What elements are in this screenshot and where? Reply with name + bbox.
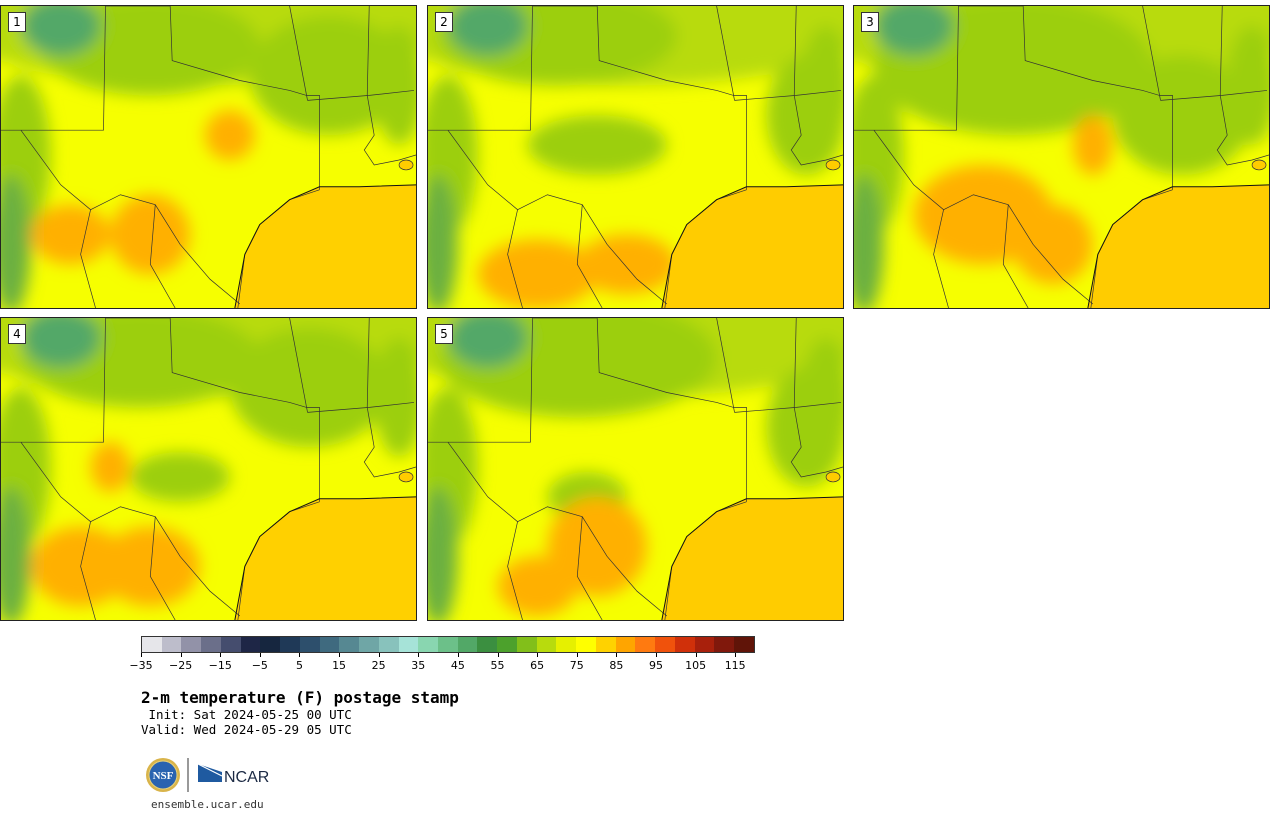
colorbar-tick xyxy=(537,653,539,657)
temperature-map xyxy=(854,6,1269,308)
colorbar-swatch xyxy=(260,637,281,652)
colorbar-swatch xyxy=(556,637,577,652)
colorbar-tick-label: 95 xyxy=(648,659,663,672)
colorbar-tick-label: 25 xyxy=(371,659,386,672)
colorbar-tick-label: 105 xyxy=(685,659,707,672)
init-time: Init: Sat 2024-05-25 00 UTC xyxy=(141,707,352,722)
colorbar-tick xyxy=(735,653,737,657)
colorbar-tick xyxy=(299,653,301,657)
colorbar-tick-label: −15 xyxy=(208,659,232,672)
colorbar-tick xyxy=(695,653,697,657)
panel-number: 2 xyxy=(435,12,453,32)
temperature-map xyxy=(428,6,843,308)
colorbar-swatch xyxy=(674,637,695,652)
colorbar-tick xyxy=(339,653,341,657)
nsf-logo-text: NSF xyxy=(153,770,174,782)
temperature-map xyxy=(1,6,416,308)
colorbar-swatch xyxy=(714,637,735,652)
colorbar-tick-label: 75 xyxy=(569,659,584,672)
panel-number: 3 xyxy=(861,12,879,32)
colorbar-tick-label: 5 xyxy=(295,659,303,672)
colorbar-tick xyxy=(497,653,499,657)
colorbar-swatch xyxy=(497,637,517,652)
temperature-map xyxy=(428,318,843,620)
colorbar-swatch xyxy=(576,637,596,652)
colorbar-tick-label: −25 xyxy=(169,659,193,672)
colorbar-swatch xyxy=(655,637,675,652)
colorbar-swatch xyxy=(240,637,261,652)
colorbar-swatch xyxy=(299,637,320,652)
temperature-map xyxy=(1,318,416,620)
colorbar-tick-label: 55 xyxy=(490,659,505,672)
colorbar-tick xyxy=(655,653,657,657)
colorbar-swatch xyxy=(615,637,636,652)
colorbar-tick xyxy=(378,653,380,657)
panel-number: 5 xyxy=(435,324,453,344)
colorbar-swatch xyxy=(220,637,241,652)
valid-time: Valid: Wed 2024-05-29 05 UTC xyxy=(141,722,352,737)
map-panel-4: 4 xyxy=(0,317,417,621)
colorbar-tick xyxy=(576,653,578,657)
colorbar-swatch xyxy=(516,637,537,652)
colorbar-tick xyxy=(457,653,459,657)
colorbar-swatch xyxy=(438,637,458,652)
colorbar-tick-label: 85 xyxy=(609,659,624,672)
colorbar-swatch xyxy=(181,637,202,652)
logos: NSF NCAR xyxy=(144,756,274,794)
panel-number: 1 xyxy=(8,12,26,32)
colorbar-swatch xyxy=(398,637,419,652)
colorbar-swatch xyxy=(161,637,182,652)
colorbar-tick xyxy=(141,653,142,657)
colorbar-swatch xyxy=(477,637,498,652)
colorbar-swatch xyxy=(280,637,300,652)
colorbar-tick-label: 115 xyxy=(724,659,746,672)
colorbar-ticks: −35 −25 −15 −5 5 15 25 35 45 55 65 75 85 95 105 115 xyxy=(129,653,755,673)
colorbar-tick xyxy=(180,653,182,657)
colorbar-swatch xyxy=(142,637,162,652)
map-panel-2: 2 xyxy=(427,5,844,309)
colorbar-swatch xyxy=(201,637,221,652)
colorbar-tick xyxy=(259,653,261,657)
ncar-logo-text: NCAR xyxy=(224,769,269,786)
nsf-logo: NSF xyxy=(146,758,180,792)
map-panel-5: 5 xyxy=(427,317,844,621)
map-panel-3: 3 xyxy=(853,5,1270,309)
plot-title: 2-m temperature (F) postage stamp xyxy=(141,688,459,707)
colorbar-tick xyxy=(616,653,618,657)
colorbar-tick-label: 15 xyxy=(332,659,347,672)
panel-number: 4 xyxy=(8,324,26,344)
colorbar-swatch xyxy=(378,637,399,652)
site-url: ensemble.ucar.edu xyxy=(151,798,264,811)
colorbar-swatch xyxy=(457,637,478,652)
colorbar-swatch xyxy=(635,637,656,652)
colorbar-swatch xyxy=(418,637,439,652)
colorbar-swatch xyxy=(595,637,616,652)
colorbar-swatch xyxy=(734,637,754,652)
colorbar-swatch xyxy=(339,637,360,652)
colorbar-swatch xyxy=(536,637,557,652)
colorbar-tick xyxy=(220,653,222,657)
colorbar xyxy=(141,636,755,653)
colorbar-tick-label: 65 xyxy=(530,659,545,672)
colorbar-tick-label: −35 xyxy=(129,659,153,672)
colorbar-tick-label: −5 xyxy=(251,659,268,672)
colorbar-tick-label: 35 xyxy=(411,659,426,672)
map-panel-1: 1 xyxy=(0,5,417,309)
colorbar-swatch xyxy=(319,637,340,652)
colorbar-tick xyxy=(418,653,420,657)
ncar-logo: NCAR xyxy=(197,763,269,786)
colorbar-tick-label: 45 xyxy=(450,659,465,672)
colorbar-swatch xyxy=(694,637,715,652)
colorbar-swatch xyxy=(359,637,379,652)
